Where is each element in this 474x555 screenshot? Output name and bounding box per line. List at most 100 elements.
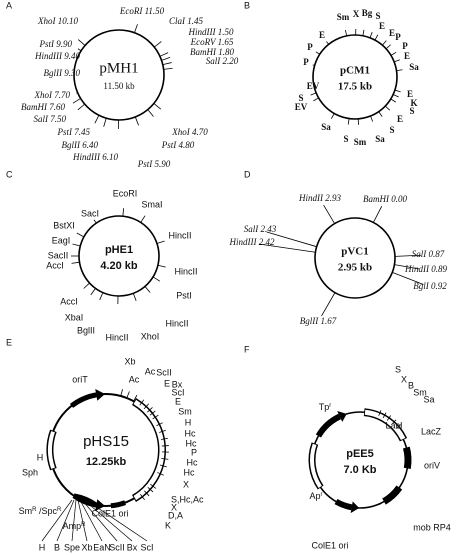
site-tick [150,483,157,489]
label: PstI [176,290,192,300]
map-feature [310,443,322,488]
site-tick [56,499,75,542]
superscript: R [57,507,62,513]
label: S [409,106,414,116]
label: ScI [171,387,184,397]
label: P [307,42,313,52]
site-tick [77,48,82,52]
site-tick [159,52,169,57]
label: ClaI 1.45 [169,16,204,26]
label: XbaI [65,312,84,322]
label: E [404,51,410,61]
site-tick [394,59,400,63]
map-feature [364,409,406,441]
label: AmpR [63,521,87,531]
site-tick [149,410,156,416]
site-tick [390,98,397,103]
label: LacZ [421,426,442,436]
site-tick [157,472,164,476]
label: K [410,98,417,108]
label: EcoRV 1.65 [190,37,234,47]
label: S [395,364,401,374]
label: BglII 9.30 [44,68,81,78]
label: S [389,125,394,135]
label: S,Hc,Ac [171,494,204,504]
label: SalI 2.20 [206,56,239,66]
label: C [6,169,13,179]
label: 12.25kb [86,456,127,468]
label: HindIII 6.10 [72,152,118,162]
label: Spe [64,542,80,552]
label: AccI [60,296,78,306]
plasmid-circle [314,217,396,299]
site-tick [140,215,146,223]
site-tick [157,264,166,268]
label: EcoRI [113,188,138,198]
label: 11.50 kb [103,81,135,91]
site-tick [152,276,161,282]
site-tick [83,499,133,542]
label: BglII 1.67 [300,316,337,326]
label: S [298,93,303,103]
label: PstI 4.80 [161,140,195,150]
label: E [379,21,385,31]
label: SacII [48,250,69,260]
label: BamHI 1.80 [190,47,234,57]
plasmid-circle [312,34,398,120]
superscript: R [32,507,37,513]
label: oriT [72,374,88,384]
site-tick [370,115,374,122]
site-tick [147,486,154,493]
label: EaN [93,542,111,552]
site-tick [392,272,424,285]
site-tick [345,29,348,36]
label: ScII [109,542,125,552]
label: S [343,134,348,144]
label: LacI [385,420,402,430]
map-feature [315,413,342,438]
site-tick [99,292,104,301]
label: BamHI 0.00 [363,194,407,204]
site-tick [93,219,97,224]
site-tick [396,69,403,72]
label-part: Tp [319,402,330,412]
label: X [171,502,177,512]
label: BglII [77,325,95,335]
label: PstI 9.90 [39,39,73,49]
superscript: r [329,403,331,409]
label: 17.5 kb [338,81,372,93]
site-tick [374,34,379,41]
site-tick [134,24,138,33]
site-tick [140,493,145,501]
site-tick [378,111,383,117]
label: Hc [187,457,198,467]
label: E [6,337,12,347]
plasmid-circle [78,215,160,297]
site-tick [147,109,154,117]
label: Hc [185,428,196,438]
site-tick [41,499,73,542]
site-tick [76,92,78,94]
label: EagI [52,235,71,245]
arrow-head [95,388,106,401]
site-tick [77,39,86,46]
label: SmaI [141,199,162,209]
site-tick [156,422,163,427]
map-feature [382,485,403,505]
site-tick [315,51,320,55]
label: Sph [22,467,38,477]
site-tick [122,208,125,217]
plasmid-circle [73,29,165,121]
label: XhoI 7.70 [34,90,71,100]
label: 2.95 kb [338,262,372,274]
label: HincII [105,332,128,342]
label: Ac [129,374,140,384]
label: Sm [413,387,427,397]
label: EcoRI 11.50 [119,6,165,16]
label-part: /Spc [36,506,57,516]
label: Sm [337,12,350,22]
site-tick [313,97,319,102]
label: Tpr [319,402,332,412]
label: Sm [178,406,192,416]
